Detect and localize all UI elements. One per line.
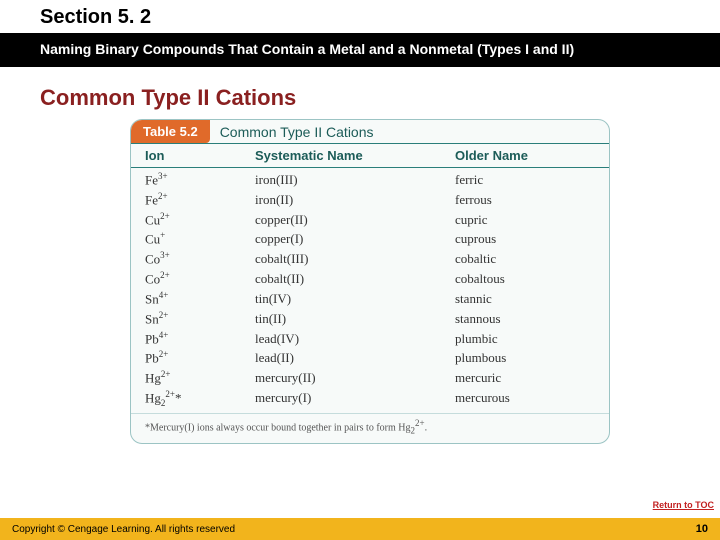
table-row: Sn2+tin(II)stannous — [145, 309, 599, 329]
cell-ion: Fe2+ — [145, 190, 255, 210]
page-number: 10 — [696, 523, 708, 535]
col-header-ion: Ion — [145, 148, 255, 163]
table-row: Fe3+iron(III)ferric — [145, 170, 599, 190]
cell-systematic: mercury(II) — [255, 368, 455, 388]
cell-systematic: lead(IV) — [255, 329, 455, 349]
cell-older: stannic — [455, 289, 599, 309]
footer-bar: Copyright © Cengage Learning. All rights… — [0, 518, 720, 540]
table-row: Co2+cobalt(II)cobaltous — [145, 269, 599, 289]
cell-systematic: tin(IV) — [255, 289, 455, 309]
section-label: Section 5. 2 — [40, 6, 151, 28]
return-to-toc-link[interactable]: Return to TOC — [653, 500, 714, 510]
cell-ion: Pb2+ — [145, 348, 255, 368]
table-header-row: Ion Systematic Name Older Name — [131, 144, 609, 168]
cell-ion: Pb4+ — [145, 329, 255, 349]
table-body: Fe3+iron(III)ferricFe2+iron(II)ferrousCu… — [131, 168, 609, 413]
cell-systematic: lead(II) — [255, 348, 455, 368]
cell-ion: Co3+ — [145, 249, 255, 269]
table-row: Co3+cobalt(III)cobaltic — [145, 249, 599, 269]
table-row: Pb2+lead(II)plumbous — [145, 348, 599, 368]
cell-ion: Sn4+ — [145, 289, 255, 309]
col-header-systematic: Systematic Name — [255, 148, 455, 163]
cell-ion: Co2+ — [145, 269, 255, 289]
cell-ion: Hg22+* — [145, 388, 255, 410]
table-row: Sn4+tin(IV)stannic — [145, 289, 599, 309]
table-badge: Table 5.2 — [131, 120, 210, 143]
cell-systematic: iron(II) — [255, 190, 455, 210]
cell-systematic: cobalt(III) — [255, 249, 455, 269]
page-heading: Common Type II Cations — [40, 85, 720, 111]
cell-systematic: iron(III) — [255, 170, 455, 190]
cell-older: ferrous — [455, 190, 599, 210]
cation-table: Table 5.2 Common Type II Cations Ion Sys… — [130, 119, 610, 444]
table-row: Pb4+lead(IV)plumbic — [145, 329, 599, 349]
section-label-bar: Section 5. 2 — [0, 0, 720, 33]
table-row: Hg22+*mercury(I)mercurous — [145, 388, 599, 410]
subtitle-text: Naming Binary Compounds That Contain a M… — [40, 41, 574, 57]
table-row: Cu2+copper(II)cupric — [145, 210, 599, 230]
cell-ion: Hg2+ — [145, 368, 255, 388]
cell-older: mercurous — [455, 388, 599, 410]
cell-systematic: copper(I) — [255, 229, 455, 249]
cell-ion: Fe3+ — [145, 170, 255, 190]
table-caption: Common Type II Cations — [220, 124, 374, 140]
table-title-row: Table 5.2 Common Type II Cations — [131, 120, 609, 144]
cell-systematic: mercury(I) — [255, 388, 455, 410]
content-area: Common Type II Cations Table 5.2 Common … — [0, 67, 720, 444]
cell-ion: Sn2+ — [145, 309, 255, 329]
table-row: Hg2+mercury(II)mercuric — [145, 368, 599, 388]
cell-systematic: tin(II) — [255, 309, 455, 329]
cell-ion: Cu+ — [145, 229, 255, 249]
col-header-older: Older Name — [455, 148, 599, 163]
cell-older: mercuric — [455, 368, 599, 388]
cell-systematic: copper(II) — [255, 210, 455, 230]
cell-older: stannous — [455, 309, 599, 329]
cell-ion: Cu2+ — [145, 210, 255, 230]
table-row: Cu+copper(I)cuprous — [145, 229, 599, 249]
cell-older: cobaltous — [455, 269, 599, 289]
cell-older: cuprous — [455, 229, 599, 249]
cell-systematic: cobalt(II) — [255, 269, 455, 289]
cell-older: cobaltic — [455, 249, 599, 269]
cell-older: plumbic — [455, 329, 599, 349]
cell-older: cupric — [455, 210, 599, 230]
table-row: Fe2+iron(II)ferrous — [145, 190, 599, 210]
cell-older: plumbous — [455, 348, 599, 368]
subtitle-bar: Naming Binary Compounds That Contain a M… — [0, 33, 720, 67]
cell-older: ferric — [455, 170, 599, 190]
table-footnote: *Mercury(I) ions always occur bound toge… — [131, 413, 609, 443]
copyright-text: Copyright © Cengage Learning. All rights… — [12, 524, 235, 535]
